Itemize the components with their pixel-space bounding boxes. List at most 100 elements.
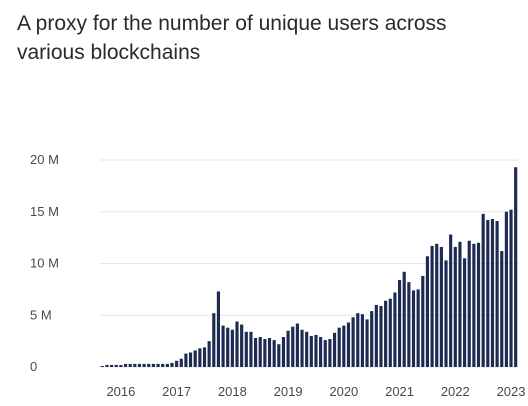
bar bbox=[212, 313, 216, 367]
bar bbox=[402, 271, 406, 367]
x-axis-tick-labels: 2016 2017 2018 2019 2020 2021 2022 2023 bbox=[106, 384, 525, 399]
x-tick-label: 2018 bbox=[218, 384, 247, 399]
bar bbox=[374, 304, 378, 367]
bar bbox=[235, 321, 239, 367]
bar bbox=[514, 167, 518, 367]
x-tick-label: 2020 bbox=[329, 384, 358, 399]
bar bbox=[221, 325, 225, 367]
bar bbox=[486, 220, 490, 367]
bar bbox=[463, 258, 467, 367]
bar bbox=[356, 313, 360, 367]
x-tick-label: 2016 bbox=[106, 384, 135, 399]
bar bbox=[110, 364, 114, 367]
x-tick-label: 2022 bbox=[441, 384, 470, 399]
bar bbox=[411, 290, 416, 367]
bar bbox=[504, 211, 508, 367]
bar bbox=[365, 319, 369, 367]
bar bbox=[314, 334, 318, 367]
bar bbox=[346, 322, 351, 367]
y-tick-label: 15 M bbox=[30, 204, 59, 219]
bar bbox=[430, 245, 434, 367]
bar bbox=[467, 240, 471, 367]
bar bbox=[170, 362, 174, 367]
bar bbox=[379, 305, 383, 367]
y-tick-label: 10 M bbox=[30, 256, 59, 271]
bar bbox=[258, 336, 262, 367]
bar bbox=[370, 311, 374, 367]
bar bbox=[119, 364, 123, 367]
bar bbox=[458, 241, 462, 367]
bar bbox=[490, 218, 495, 367]
bar bbox=[161, 363, 165, 367]
bar bbox=[439, 246, 443, 367]
bar bbox=[240, 324, 244, 367]
bar bbox=[332, 332, 337, 367]
bar bbox=[286, 330, 290, 367]
bar bbox=[100, 365, 104, 367]
bar bbox=[500, 251, 504, 367]
bar bbox=[393, 292, 397, 367]
bar bbox=[244, 331, 248, 367]
bar bbox=[114, 364, 118, 367]
bar bbox=[342, 325, 346, 367]
bar bbox=[105, 364, 109, 367]
bar bbox=[202, 347, 207, 367]
bar bbox=[249, 331, 253, 367]
bar bbox=[305, 331, 309, 367]
x-tick-label: 2021 bbox=[385, 384, 414, 399]
bar bbox=[444, 260, 448, 367]
bar bbox=[165, 363, 169, 367]
bar bbox=[230, 329, 234, 367]
bar bbox=[156, 363, 160, 367]
bar bbox=[472, 243, 476, 367]
gridlines bbox=[100, 159, 518, 368]
bar bbox=[123, 363, 128, 367]
bar bbox=[407, 282, 411, 367]
y-tick-label: 20 M bbox=[30, 152, 59, 167]
x-tick-label: 2023 bbox=[497, 384, 526, 399]
bar bbox=[188, 352, 193, 367]
bar bbox=[309, 335, 313, 367]
bar bbox=[295, 323, 299, 367]
bars bbox=[100, 167, 518, 368]
bar bbox=[193, 350, 197, 367]
bar bbox=[142, 363, 146, 367]
bar bbox=[133, 363, 137, 367]
bar bbox=[319, 336, 323, 367]
bar bbox=[388, 298, 392, 367]
bar bbox=[337, 327, 341, 367]
bar bbox=[351, 317, 355, 367]
bar bbox=[291, 326, 295, 367]
bar bbox=[360, 314, 364, 367]
bar bbox=[175, 360, 179, 367]
bar bbox=[179, 358, 183, 367]
bar bbox=[300, 329, 304, 367]
bar bbox=[216, 291, 221, 367]
bar bbox=[421, 275, 425, 367]
y-tick-label: 0 bbox=[30, 359, 37, 374]
bar bbox=[416, 289, 420, 368]
bar bbox=[254, 338, 258, 367]
chart-title: A proxy for the number of unique users a… bbox=[17, 12, 447, 64]
bar bbox=[323, 340, 327, 367]
y-tick-label: 5 M bbox=[30, 307, 52, 322]
bar bbox=[509, 209, 513, 367]
bar bbox=[476, 242, 481, 367]
x-tick-label: 2019 bbox=[274, 384, 303, 399]
bar bbox=[495, 221, 499, 367]
bar bbox=[267, 338, 272, 367]
bar bbox=[151, 363, 155, 367]
bar bbox=[226, 327, 230, 367]
bar bbox=[481, 213, 485, 367]
y-axis-tick-labels: 0 5 M 10 M 15 M 20 M bbox=[30, 152, 59, 374]
bar bbox=[207, 341, 211, 368]
bar bbox=[128, 363, 132, 367]
bar bbox=[384, 300, 388, 367]
bar bbox=[425, 256, 430, 367]
bar bbox=[272, 340, 276, 367]
bar bbox=[137, 363, 142, 367]
bar bbox=[147, 363, 151, 367]
bar bbox=[435, 243, 439, 367]
bar bbox=[453, 246, 457, 367]
